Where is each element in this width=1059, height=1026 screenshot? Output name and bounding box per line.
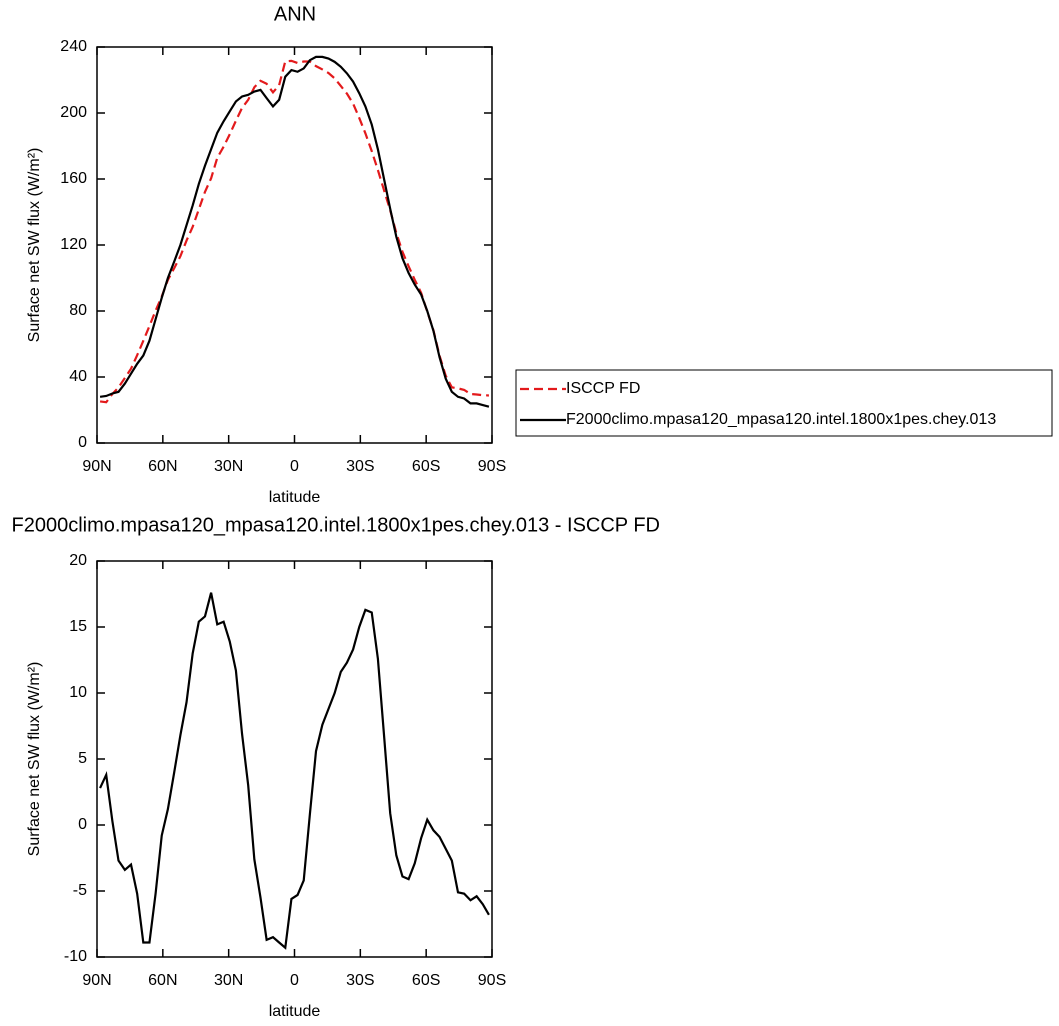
data-line xyxy=(99,592,490,950)
x-tick-label: 0 xyxy=(290,972,299,989)
y-tick-label: 40 xyxy=(69,368,87,385)
x-axis-label: latitude xyxy=(269,489,321,506)
legend-label: ISCCP FD xyxy=(566,380,640,397)
y-tick-label: -10 xyxy=(64,948,87,965)
chart-title: ANN xyxy=(274,3,316,25)
x-tick-label: 90N xyxy=(82,972,111,989)
data-line xyxy=(99,55,490,408)
y-tick-label: 240 xyxy=(60,38,87,55)
x-tick-label: 30N xyxy=(214,458,243,475)
y-tick-label: 80 xyxy=(69,302,87,319)
data-line xyxy=(99,59,489,404)
y-tick-label: -5 xyxy=(73,882,87,899)
x-tick-label: 0 xyxy=(290,458,299,475)
y-tick-label: 120 xyxy=(60,236,87,253)
x-tick-label: 60N xyxy=(148,972,177,989)
y-tick-label: 15 xyxy=(69,618,87,635)
plot-frame xyxy=(96,46,493,444)
y-tick-label: 0 xyxy=(78,434,87,451)
x-tick-label: 30S xyxy=(346,458,374,475)
y-tick-label: 5 xyxy=(78,750,87,767)
y-tick-label: 0 xyxy=(78,816,87,833)
x-axis-label: latitude xyxy=(269,1003,321,1020)
x-tick-label: 30N xyxy=(214,972,243,989)
legend-box xyxy=(515,369,1053,437)
y-axis-label: Surface net SW flux (W/m²) xyxy=(26,148,43,343)
chart-title: F2000climo.mpasa120_mpasa120.intel.1800x… xyxy=(11,514,660,536)
y-tick-label: 10 xyxy=(69,684,87,701)
x-tick-label: 60N xyxy=(148,458,177,475)
y-tick-label: 200 xyxy=(60,104,87,121)
y-tick-label: 20 xyxy=(69,552,87,569)
x-tick-label: 30S xyxy=(346,972,374,989)
x-tick-label: 90S xyxy=(478,458,506,475)
x-tick-label: 60S xyxy=(412,972,440,989)
legend-label: F2000climo.mpasa120_mpasa120.intel.1800x… xyxy=(566,411,996,428)
y-axis-label: Surface net SW flux (W/m²) xyxy=(26,662,43,857)
plot-frame xyxy=(96,560,493,958)
x-tick-label: 90N xyxy=(82,458,111,475)
y-tick-label: 160 xyxy=(60,170,87,187)
x-tick-label: 90S xyxy=(478,972,506,989)
x-tick-label: 60S xyxy=(412,458,440,475)
